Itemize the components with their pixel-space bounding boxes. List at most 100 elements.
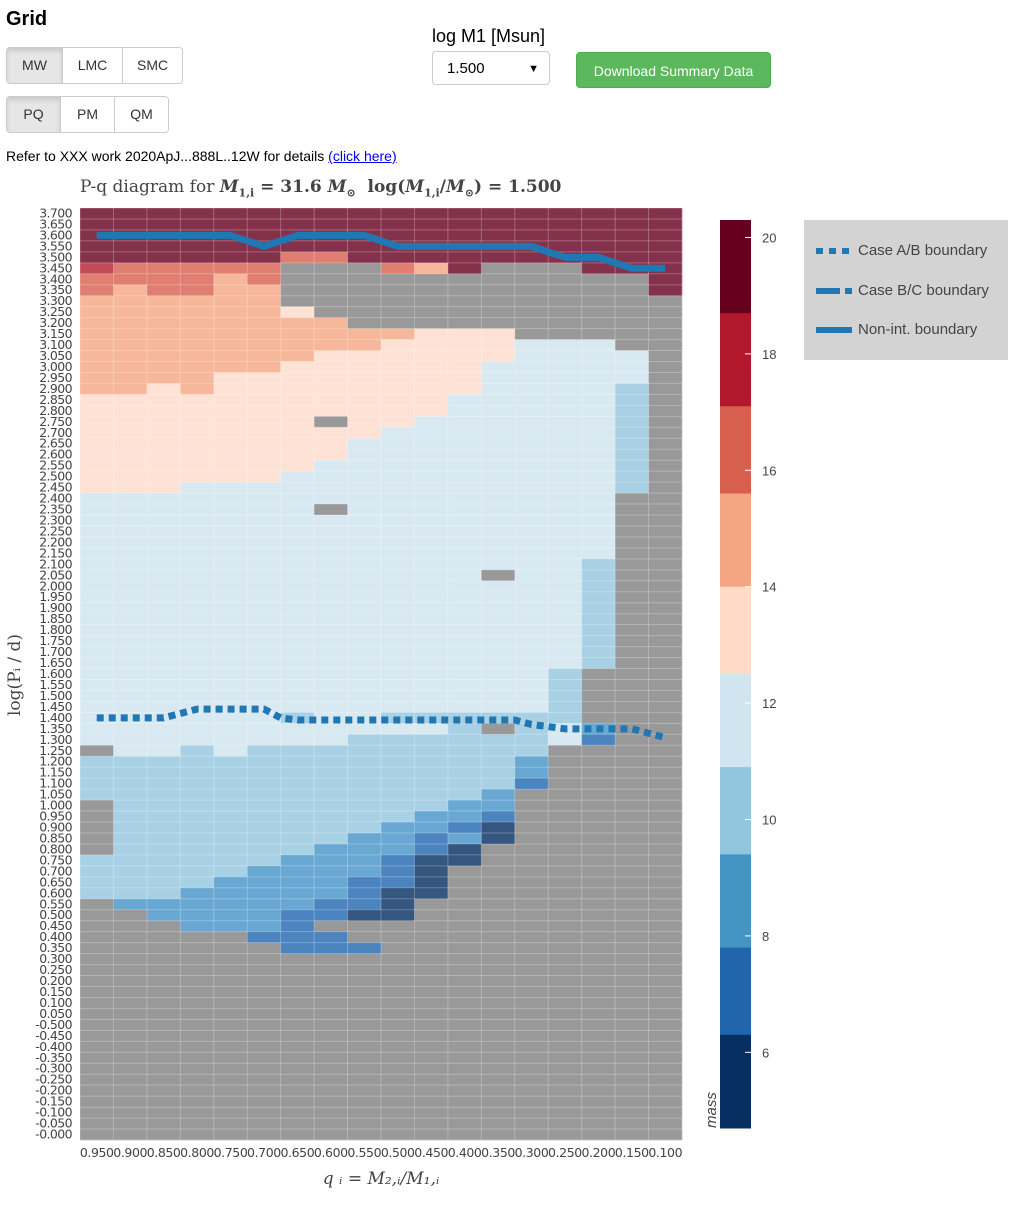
heatmap-cell bbox=[280, 405, 315, 417]
diagram-button-qm[interactable]: QM bbox=[115, 97, 168, 132]
heatmap-cell bbox=[180, 1074, 215, 1086]
heatmap-cell bbox=[481, 843, 516, 856]
heatmap-cell bbox=[113, 569, 148, 582]
heatmap-cell bbox=[213, 1041, 248, 1053]
download-summary-button[interactable]: Download Summary Data bbox=[576, 52, 771, 88]
heatmap-cell bbox=[314, 668, 348, 680]
heatmap-cell bbox=[247, 438, 281, 450]
heatmap-cell bbox=[514, 558, 549, 571]
heatmap-cell bbox=[615, 690, 649, 702]
heatmap-cell bbox=[648, 460, 683, 472]
heatmap-cell bbox=[113, 1107, 148, 1119]
heatmap-cell bbox=[314, 317, 348, 329]
heatmap-cell bbox=[514, 843, 549, 856]
heatmap-cell bbox=[180, 624, 215, 636]
heatmap-cell bbox=[447, 1008, 482, 1020]
heatmap-cell bbox=[80, 920, 114, 932]
diagram-button-pm[interactable]: PM bbox=[61, 97, 115, 132]
heatmap-cell bbox=[314, 591, 348, 604]
heatmap-cell bbox=[447, 383, 482, 395]
heatmap-cell bbox=[447, 920, 482, 932]
heatmap-cell bbox=[180, 679, 215, 691]
heatmap-cell bbox=[381, 657, 415, 669]
heatmap-cell bbox=[247, 690, 281, 702]
heatmap-cell bbox=[180, 613, 215, 625]
heatmap-cell bbox=[548, 832, 582, 845]
heatmap-cell bbox=[280, 438, 315, 450]
heatmap-cell bbox=[447, 306, 482, 318]
heatmap-cell bbox=[247, 295, 281, 307]
heatmap-cell bbox=[280, 591, 315, 604]
heatmap-cell bbox=[615, 843, 649, 856]
heatmap-cell bbox=[581, 657, 616, 669]
heatmap-cell bbox=[447, 251, 482, 264]
heatmap-cell bbox=[314, 525, 348, 538]
heatmap-cell bbox=[447, 1052, 482, 1064]
galaxy-button-mw[interactable]: MW bbox=[7, 48, 63, 83]
heatmap-cell bbox=[80, 394, 114, 406]
heatmap-cell bbox=[146, 1008, 181, 1020]
heatmap-cell bbox=[414, 262, 449, 275]
heatmap-cell bbox=[481, 986, 516, 998]
y-tick-label: -0.400 bbox=[35, 1039, 72, 1054]
galaxy-button-lmc[interactable]: LMC bbox=[63, 48, 123, 83]
heatmap-cell bbox=[414, 843, 449, 856]
heatmap-cell bbox=[247, 854, 281, 867]
heatmap-cell bbox=[180, 339, 215, 351]
heatmap-cell bbox=[615, 493, 649, 505]
heatmap-cell bbox=[314, 942, 348, 954]
heatmap-cell bbox=[615, 317, 649, 329]
heatmap-cell bbox=[381, 876, 415, 889]
heatmap-cell bbox=[180, 832, 215, 845]
heatmap-cell bbox=[581, 405, 616, 417]
heatmap-cell bbox=[80, 1129, 114, 1141]
galaxy-button-smc[interactable]: SMC bbox=[123, 48, 182, 83]
heatmap-cell bbox=[146, 208, 181, 220]
heatmap-cell bbox=[414, 394, 449, 406]
heatmap-cell bbox=[447, 416, 482, 428]
heatmap-cell bbox=[581, 1008, 616, 1020]
chart-legend: Case A/B boundary Case B/C boundary Non-… bbox=[804, 220, 1008, 360]
heatmap-cell bbox=[548, 800, 582, 812]
heatmap-cell bbox=[414, 208, 449, 220]
heatmap-cell bbox=[113, 1118, 148, 1130]
heatmap-cell bbox=[514, 449, 549, 461]
heatmap-cell bbox=[146, 405, 181, 417]
heatmap-cell bbox=[314, 832, 348, 845]
y-tick-label: -0.200 bbox=[35, 1083, 72, 1098]
heatmap-cell bbox=[581, 328, 616, 340]
heatmap-cell bbox=[80, 361, 114, 373]
y-tick-label: 3.350 bbox=[39, 282, 72, 297]
heatmap-cell bbox=[180, 317, 215, 329]
heatmap-cell bbox=[146, 504, 181, 516]
dashdot-line-icon bbox=[816, 287, 852, 294]
heatmap-cell bbox=[146, 536, 181, 549]
heatmap-cell bbox=[514, 832, 549, 845]
y-tick-label: 0.100 bbox=[39, 995, 72, 1010]
heatmap-cell bbox=[381, 898, 415, 911]
heatmap-cell bbox=[514, 536, 549, 549]
heatmap-cell bbox=[113, 427, 148, 439]
reference-link[interactable]: (click here) bbox=[328, 148, 397, 164]
heatmap-cell bbox=[481, 1052, 516, 1064]
heatmap-cell bbox=[514, 427, 549, 439]
heatmap-cell bbox=[414, 438, 449, 450]
heatmap-cell bbox=[347, 251, 382, 264]
heatmap-cell bbox=[481, 339, 516, 351]
y-tick-label: 0.350 bbox=[39, 940, 72, 955]
heatmap-cell bbox=[615, 920, 649, 932]
heatmap-cell bbox=[481, 405, 516, 417]
heatmap-cell bbox=[347, 405, 382, 417]
mass-select[interactable]: 1.500 ▼ bbox=[432, 51, 550, 85]
heatmap-cell bbox=[414, 515, 449, 527]
diagram-button-pq[interactable]: PQ bbox=[7, 97, 61, 132]
heatmap-cell bbox=[180, 251, 215, 264]
heatmap-cell bbox=[514, 306, 549, 318]
heatmap-cell bbox=[648, 679, 683, 691]
heatmap-cell bbox=[280, 1041, 315, 1053]
heatmap-cell bbox=[414, 493, 449, 505]
heatmap-cell bbox=[447, 635, 482, 647]
heatmap-cell bbox=[314, 646, 348, 658]
heatmap-cell bbox=[514, 975, 549, 987]
heatmap-cell bbox=[514, 931, 549, 943]
